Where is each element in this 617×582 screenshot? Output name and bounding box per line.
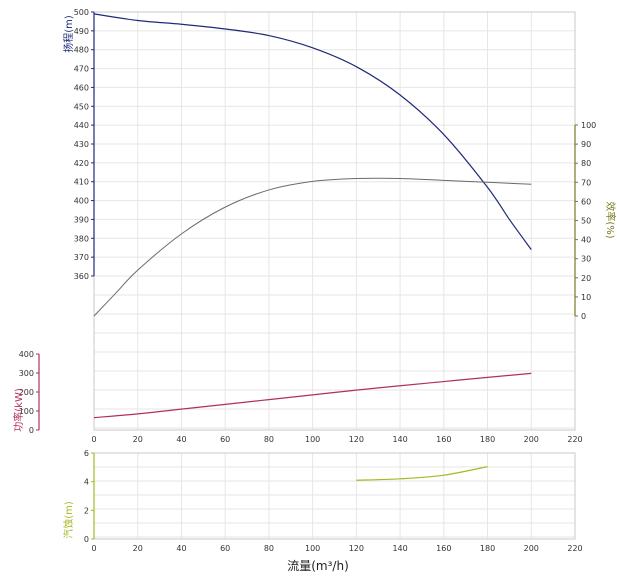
head-tick-label: 390 xyxy=(74,215,89,224)
head-tick-label: 490 xyxy=(74,27,89,36)
bottom-x-tick-label: 200 xyxy=(524,544,539,553)
x-tick-label: 140 xyxy=(392,435,407,444)
main-plot-frame xyxy=(93,11,576,431)
efficiency-tick-label: 90 xyxy=(581,140,591,149)
bottom-x-tick-label: 60 xyxy=(220,544,230,553)
head-tick-label: 470 xyxy=(74,65,89,74)
head-tick-label: 400 xyxy=(74,197,89,206)
efficiency-axis-title: 效率(%) xyxy=(604,201,617,238)
npsh-tick-label: 6 xyxy=(84,449,89,458)
axes-layer: 0020204040606080801001001201201401401601… xyxy=(19,8,597,553)
bottom-x-tick-label: 180 xyxy=(480,544,495,553)
x-tick-label: 40 xyxy=(176,435,186,444)
npsh-tick-label: 0 xyxy=(84,535,89,544)
head-tick-label: 380 xyxy=(74,234,89,243)
npsh-curve xyxy=(356,466,488,481)
x-tick-label: 100 xyxy=(305,435,320,444)
x-tick-label: 20 xyxy=(133,435,143,444)
power-tick-label: 0 xyxy=(29,426,34,435)
power-tick-label: 200 xyxy=(19,388,34,397)
head-axis-title: 扬程(m) xyxy=(62,15,75,53)
x-tick-label: 60 xyxy=(220,435,230,444)
series-layer xyxy=(93,13,532,481)
npsh-tick-label: 4 xyxy=(84,478,89,487)
head-tick-label: 460 xyxy=(74,83,89,92)
bottom-x-tick-label: 160 xyxy=(436,544,451,553)
efficiency-tick-label: 30 xyxy=(581,255,591,264)
head-tick-label: 500 xyxy=(74,8,89,17)
x-tick-label: 220 xyxy=(567,435,582,444)
efficiency-tick-label: 50 xyxy=(581,217,591,226)
efficiency-tick-label: 20 xyxy=(581,274,591,283)
x-tick-label: 200 xyxy=(524,435,539,444)
bottom-x-tick-label: 220 xyxy=(567,544,582,553)
efficiency-tick-label: 0 xyxy=(581,312,586,321)
efficiency-tick-label: 60 xyxy=(581,197,591,206)
head-tick-label: 440 xyxy=(74,121,89,130)
bottom-x-tick-label: 20 xyxy=(133,544,143,553)
npsh-axis-title: 汽蚀(m) xyxy=(62,501,75,539)
head-tick-label: 370 xyxy=(74,253,89,262)
efficiency-tick-label: 70 xyxy=(581,178,591,187)
power-axis-title: 功率(kW) xyxy=(12,388,25,432)
main-plot-grid xyxy=(93,11,576,430)
head-tick-label: 430 xyxy=(74,140,89,149)
head-tick-label: 480 xyxy=(74,46,89,55)
x-tick-label: 120 xyxy=(349,435,364,444)
bottom-x-tick-label: 120 xyxy=(349,544,364,553)
head-curve xyxy=(93,13,532,250)
head-tick-label: 410 xyxy=(74,178,89,187)
bottom-plot-frame xyxy=(93,452,576,540)
head-tick-label: 420 xyxy=(74,159,89,168)
x-tick-label: 180 xyxy=(480,435,495,444)
efficiency-curve xyxy=(93,177,532,317)
x-tick-label: 80 xyxy=(264,435,274,444)
efficiency-tick-label: 40 xyxy=(581,236,591,245)
x-tick-label: 0 xyxy=(91,435,96,444)
efficiency-tick-label: 100 xyxy=(581,121,596,130)
bottom-x-tick-label: 80 xyxy=(264,544,274,553)
x-tick-label: 160 xyxy=(436,435,451,444)
power-curve xyxy=(93,372,532,419)
bottom-x-tick-label: 0 xyxy=(91,544,96,553)
bottom-x-tick-label: 40 xyxy=(176,544,186,553)
power-tick-label: 100 xyxy=(19,407,34,416)
head-tick-label: 360 xyxy=(74,272,89,281)
npsh-tick-label: 2 xyxy=(84,506,89,515)
efficiency-tick-label: 80 xyxy=(581,159,591,168)
x-axis-title: 流量(m³/h) xyxy=(287,559,349,573)
bottom-x-tick-label: 100 xyxy=(305,544,320,553)
power-tick-label: 400 xyxy=(19,350,34,359)
bottom-plot-grid xyxy=(93,453,576,539)
power-tick-label: 300 xyxy=(19,369,34,378)
efficiency-tick-label: 10 xyxy=(581,293,591,302)
bottom-x-tick-label: 140 xyxy=(392,544,407,553)
head-tick-label: 450 xyxy=(74,102,89,111)
